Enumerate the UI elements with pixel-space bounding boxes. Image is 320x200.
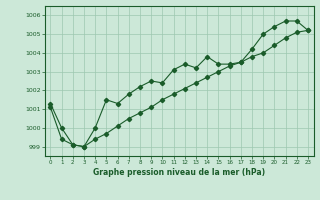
X-axis label: Graphe pression niveau de la mer (hPa): Graphe pression niveau de la mer (hPa) [93, 168, 265, 177]
